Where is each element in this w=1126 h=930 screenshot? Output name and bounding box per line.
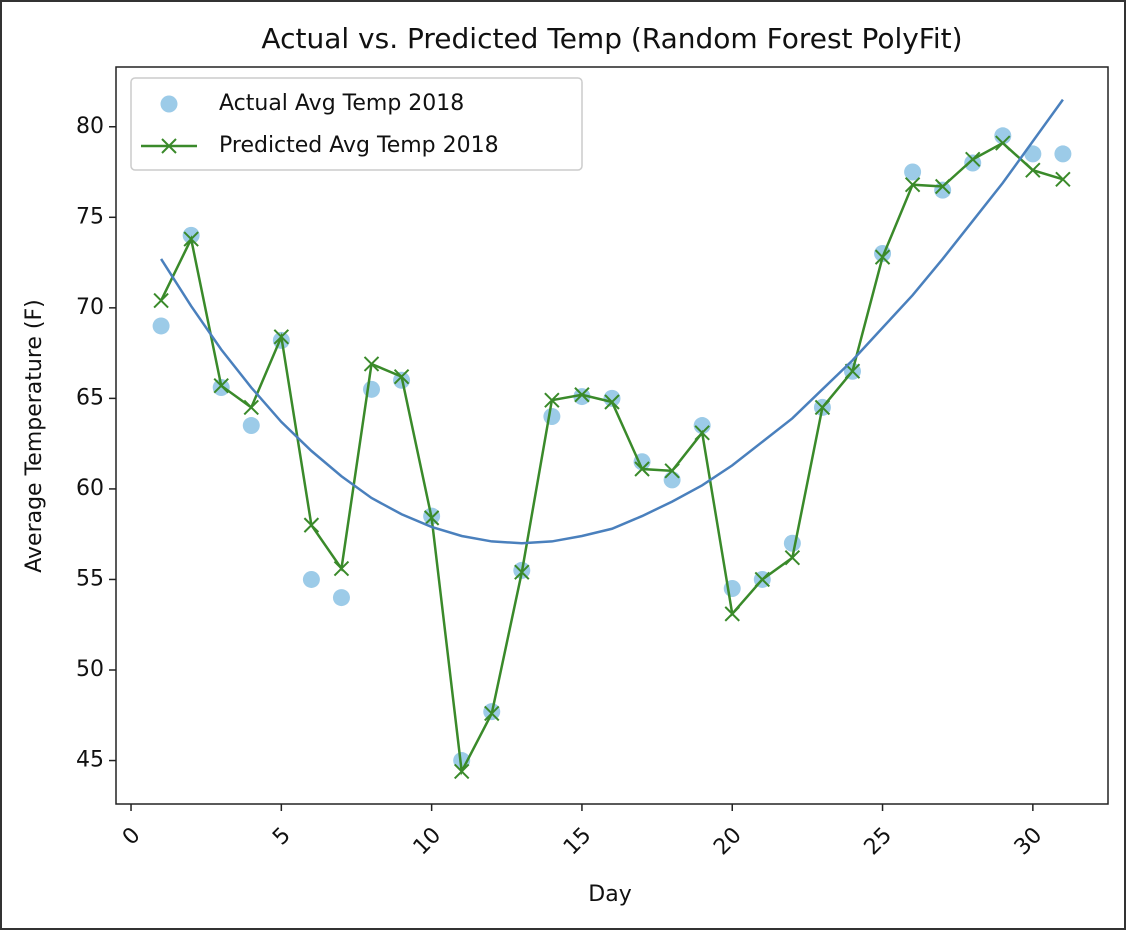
line-marker	[934, 178, 951, 195]
line-marker	[153, 292, 169, 309]
line-marker	[754, 571, 771, 588]
legend-marker	[161, 138, 177, 154]
legend-swatch	[160, 95, 178, 113]
line-marker	[604, 394, 620, 410]
scatter-point	[212, 379, 230, 397]
y-axis-label: Average Temperature (F)	[22, 299, 47, 573]
scatter-point	[302, 570, 320, 588]
scatter-point	[543, 407, 561, 425]
scatter-point	[663, 471, 681, 489]
line-marker	[243, 399, 259, 416]
line-marker	[904, 176, 921, 193]
line-marker	[724, 606, 740, 622]
line-marker	[694, 425, 710, 441]
line-marker	[363, 356, 380, 372]
line-marker	[333, 560, 350, 577]
scatter-point	[182, 226, 200, 244]
y-tick-label: 75	[76, 204, 104, 229]
scatter-point	[783, 534, 801, 552]
line-marker	[453, 763, 470, 780]
y-tick-label: 60	[76, 476, 104, 501]
chart-title: Actual vs. Predicted Temp (Random Forest…	[261, 22, 962, 55]
line-marker	[664, 463, 680, 479]
line-marker	[784, 550, 801, 566]
y-tick-label: 45	[76, 748, 104, 773]
line-marker	[183, 231, 199, 247]
line-marker	[484, 705, 500, 722]
line-marker	[995, 135, 1011, 151]
line-marker	[1055, 171, 1071, 187]
legend-label: Predicted Avg Temp 2018	[219, 133, 499, 158]
scatter-point	[332, 589, 350, 607]
y-tick-label: 65	[76, 385, 104, 410]
legend-box	[130, 77, 583, 171]
plot-area	[115, 66, 1109, 805]
line-marker	[874, 249, 891, 265]
scatter-point	[573, 388, 591, 406]
scatter-point	[363, 380, 381, 398]
scatter-point	[603, 389, 621, 407]
y-tick-label: 55	[76, 566, 104, 591]
scatter-point	[904, 163, 922, 181]
x-axis-label: Day	[588, 882, 631, 907]
scatter-point	[152, 317, 170, 335]
scatter-point	[242, 417, 260, 435]
line-marker	[965, 151, 981, 168]
scatter-point	[1024, 145, 1042, 163]
line-marker	[514, 564, 530, 580]
line-marker	[213, 377, 229, 394]
line-marker	[423, 510, 440, 526]
line-marker	[393, 368, 410, 385]
line-marker	[303, 517, 320, 533]
fit-curve	[160, 98, 1064, 545]
legend-label: Actual Avg Temp 2018	[219, 91, 464, 116]
y-tick-label: 50	[76, 657, 104, 682]
line-marker	[634, 461, 650, 477]
scatter-point	[1054, 145, 1072, 163]
line-marker	[1025, 162, 1041, 178]
line-marker	[273, 329, 290, 345]
y-tick-label: 80	[76, 114, 104, 139]
y-tick-label: 70	[76, 295, 104, 320]
line-marker	[544, 392, 560, 408]
line-marker	[574, 387, 590, 403]
scatter-point	[964, 154, 982, 172]
scatter-point	[934, 181, 952, 199]
legend: Actual Avg Temp 2018 Predicted Avg Temp 2…	[130, 77, 583, 171]
line-marker	[814, 399, 831, 416]
